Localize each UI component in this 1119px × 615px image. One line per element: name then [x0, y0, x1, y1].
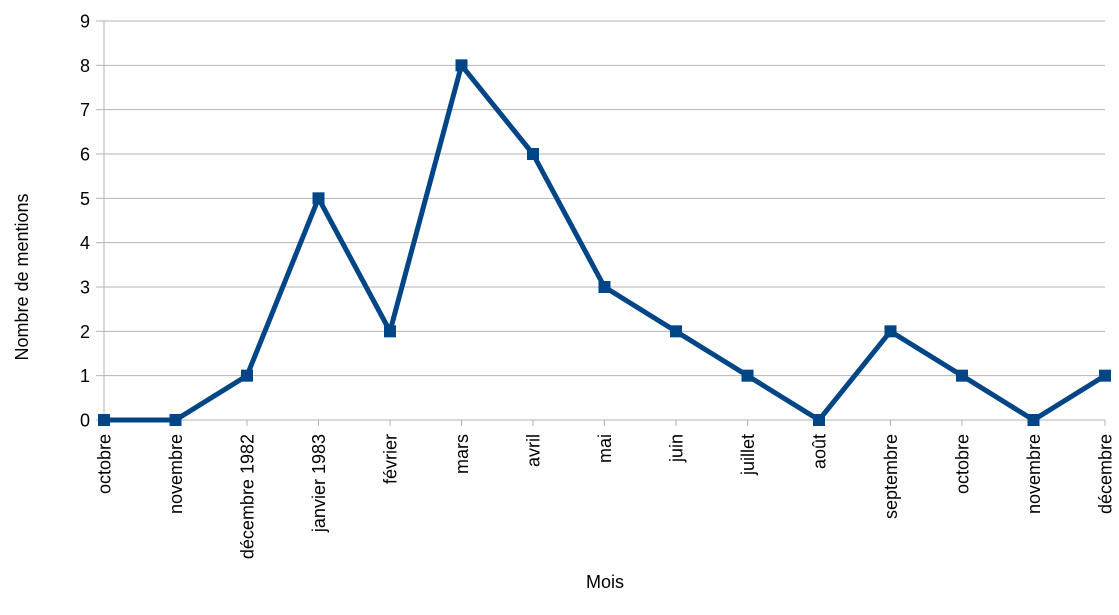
data-series: [98, 59, 1111, 426]
data-point: [813, 414, 825, 426]
y-tick-label: 6: [80, 145, 90, 165]
x-tick-label: février: [381, 434, 401, 484]
x-axis-title: Mois: [586, 572, 624, 592]
data-point: [455, 59, 468, 72]
x-tick-label: juillet: [738, 434, 758, 476]
y-tick-label: 7: [80, 100, 90, 120]
y-tick-label: 1: [80, 366, 90, 386]
data-point: [670, 325, 682, 338]
y-tick-label: 9: [80, 12, 90, 32]
x-tick-label: décembre 1982: [238, 434, 258, 559]
y-tick-label: 5: [80, 189, 90, 209]
x-tick-label: novembre: [1024, 434, 1044, 514]
x-tick-label: avril: [524, 434, 544, 467]
data-point: [98, 414, 110, 426]
x-tick-label: octobre: [953, 434, 973, 494]
data-point: [956, 369, 968, 382]
y-axis-title: Nombre de mentions: [12, 193, 32, 360]
data-point: [884, 325, 897, 338]
x-tick-label: septembre: [881, 434, 901, 519]
x-tick-label: mars: [452, 434, 472, 474]
y-tick-label: 3: [80, 278, 90, 298]
data-point: [1099, 369, 1111, 382]
data-point: [241, 369, 253, 382]
data-point: [312, 192, 325, 205]
y-tick-label: 4: [80, 233, 90, 253]
y-tick-label: 8: [80, 56, 90, 76]
data-point: [527, 148, 539, 160]
data-point: [741, 369, 754, 382]
data-point: [598, 281, 611, 293]
x-tick-label: janvier 1983: [309, 434, 329, 533]
x-axis-ticks: octobre novembre décembre 1982 janvier 1983…: [95, 420, 1116, 559]
y-tick-label: 0: [80, 411, 90, 431]
x-tick-label: juin: [667, 434, 687, 463]
x-tick-label: octobre: [95, 434, 115, 494]
y-axis-ticks: 0 1 2 3 4 5 6 7 8 9: [80, 12, 104, 431]
y-tick-label: 2: [80, 322, 90, 342]
x-tick-label: décembre: [1096, 434, 1116, 514]
gridlines: [103, 20, 1105, 421]
x-tick-label: août: [810, 434, 830, 469]
data-point: [384, 325, 396, 338]
x-tick-label: novembre: [166, 434, 186, 514]
x-tick-label: mai: [595, 434, 615, 463]
data-point: [169, 414, 182, 426]
data-point: [1027, 414, 1040, 426]
